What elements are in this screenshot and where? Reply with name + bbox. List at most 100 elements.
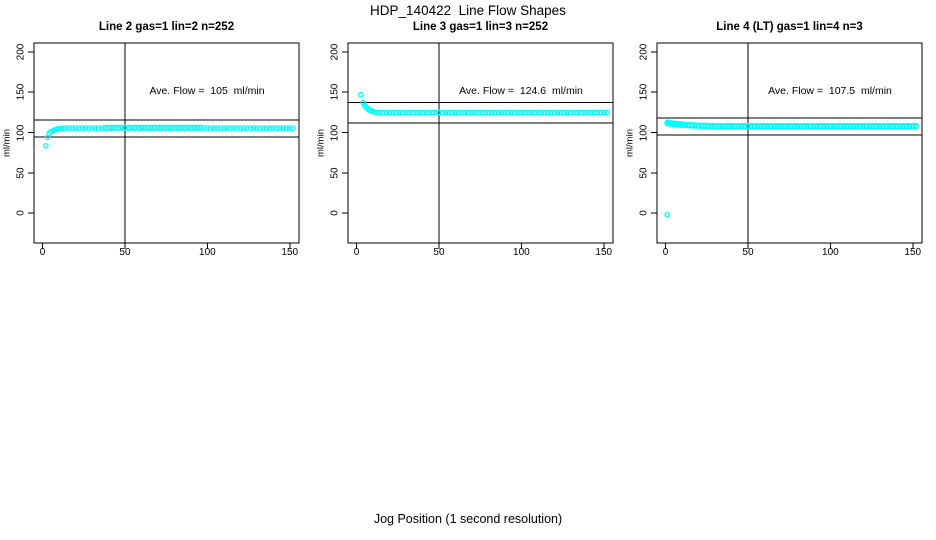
data-point [135,124,142,131]
data-point [286,125,293,131]
data-point [567,109,574,116]
data-point [755,123,761,130]
panel-1-ave-flow-annotation: Ave. Flow = 105 ml/min [149,85,265,97]
data-point [207,125,214,131]
data-point [174,124,181,131]
data-point [581,109,587,116]
data-point [164,124,171,131]
data-point [797,123,804,130]
data-point [60,125,67,132]
data-point [870,123,877,130]
data-point [413,109,419,116]
data-point [95,125,102,131]
data-point [72,125,79,131]
data-point [273,125,280,131]
data-point [913,123,919,130]
data-point [698,123,705,130]
data-point [138,124,145,131]
data-point [873,123,880,130]
data-point [597,109,604,116]
data-point [204,125,211,131]
data-point [731,123,738,130]
data-point [237,125,244,131]
data-point [738,123,745,130]
data-point [283,125,290,131]
data-point [396,109,403,116]
data-point [478,109,485,116]
data-point [840,123,847,130]
y-tick-label: 100 [15,124,27,141]
data-point [679,122,685,129]
data-point [161,124,168,131]
y-tick-label: 50 [329,167,341,179]
data-point [761,123,768,130]
data-point [452,109,459,116]
data-point [664,211,671,218]
data-point [290,125,296,131]
data-point [682,122,689,129]
data-point [689,123,695,129]
data-point [99,125,105,131]
data-point [834,123,840,130]
data-point [548,109,554,116]
data-point [118,124,125,131]
data-point [853,123,860,130]
data-point [406,109,413,116]
data-point [66,125,72,131]
data-point [594,109,601,116]
data-point [604,109,610,116]
y-tick-label: 50 [15,167,27,179]
data-point [692,123,699,129]
data-point [439,109,446,116]
data-point [383,109,390,116]
data-point [741,123,748,130]
data-point [827,123,834,130]
data-point [357,91,364,98]
data-point [432,109,439,116]
data-point [455,109,462,116]
data-point [482,109,488,116]
data-point [492,109,498,116]
data-point [403,109,409,116]
data-point [374,109,381,116]
x-tick-label: 100 [822,247,839,258]
x-tick-label: 0 [662,247,669,258]
data-point [564,109,571,116]
data-point [89,125,95,131]
data-point [267,125,273,131]
x-tick-label: 0 [353,247,360,258]
data-point [571,109,577,116]
panel-3-title: Line 4 (LT) gas=1 lin=4 n=3 [716,21,863,33]
x-tick-label: 0 [39,247,46,258]
data-point [574,109,581,116]
data-point [69,125,76,131]
figure-title: HDP_140422 Line Flow Shapes [370,3,566,18]
data-point [171,124,178,131]
data-point [558,109,564,116]
data-point [751,123,758,130]
data-point [495,109,502,116]
data-point [122,124,128,131]
data-point [386,109,393,116]
data-point [442,109,449,116]
data-point [257,125,263,131]
data-point [151,124,158,131]
data-point [472,109,479,116]
data-point [860,123,867,130]
data-point [748,123,755,130]
data-point [718,123,725,130]
data-point [221,125,227,131]
data-point [168,124,174,131]
data-point [505,109,512,116]
data-point [781,123,788,130]
data-point [830,123,837,130]
data-point [393,109,399,116]
plot-box [347,42,614,244]
data-point [141,124,148,131]
data-point [784,123,791,130]
data-point [43,142,49,149]
data-point [62,125,69,131]
x-tick-label: 150 [904,247,922,258]
x-tick-label: 50 [742,247,754,258]
panel-3-ave-flow-annotation: Ave. Flow = 107.5 ml/min [768,85,892,97]
